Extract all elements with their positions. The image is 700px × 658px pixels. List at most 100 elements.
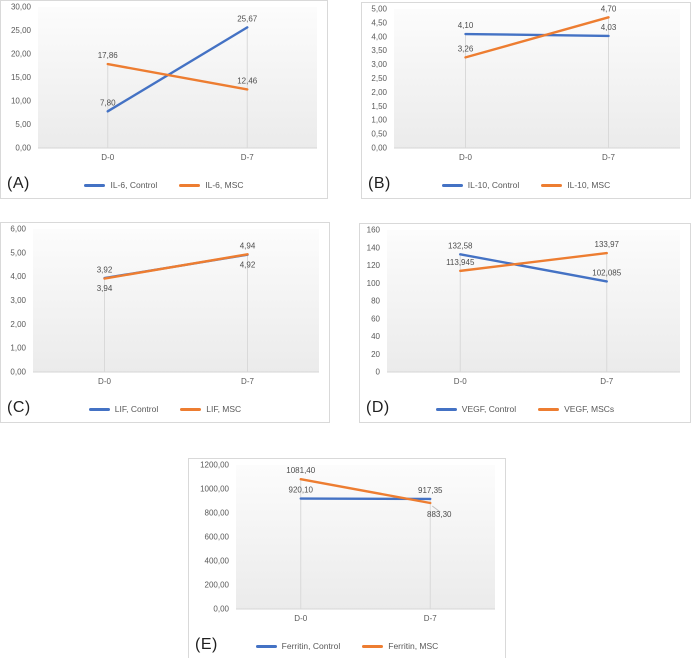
chart-panel-e: 920,10 917,35 1081,40 883,30 1200,00 1000,00 8… <box>188 458 506 658</box>
data-label: 920,10 <box>289 486 314 495</box>
label-leader-line <box>431 505 441 513</box>
panel-letter-c: (C) <box>7 399 31 416</box>
y-axis-tick-label: 20,00 <box>11 50 32 59</box>
y-axis-tick-label: 6,00 <box>10 225 26 234</box>
legend-line-sample <box>179 183 201 187</box>
x-axis-category-label: D-0 <box>459 153 472 162</box>
y-axis-tick-label: 5,00 <box>10 248 26 257</box>
legend-line-sample <box>541 183 563 187</box>
legend-label: LIF, Control <box>114 404 159 414</box>
legend-line-sample <box>441 183 463 187</box>
y-axis-tick-label: 80 <box>371 297 380 306</box>
legend-item-il-6-control: IL-6, Control <box>84 180 157 190</box>
y-axis-tick-label: 60 <box>371 314 380 323</box>
data-label: 4,70 <box>601 4 617 13</box>
y-axis-tick-label: 0,00 <box>371 144 387 153</box>
y-axis-tick-label: 4,50 <box>371 18 387 27</box>
y-axis-tick-label: 1000,00 <box>200 485 229 494</box>
series-line-il-10-control <box>464 32 610 38</box>
panel-letter-e: (E) <box>195 636 218 653</box>
chart-legend-d: VEGF, Control VEGF, MSCs <box>360 404 690 414</box>
legend-item-vegf-control: VEGF, Control <box>435 404 517 414</box>
x-axis-category-label: D-0 <box>294 614 307 623</box>
chart-legend-e: Ferritin, Control Ferritin, MSC <box>189 641 505 651</box>
y-axis-tick-label: 200,00 <box>205 581 230 590</box>
data-label: 25,67 <box>237 14 258 23</box>
y-axis-tick-label: 25,00 <box>11 26 32 35</box>
plot-area <box>387 230 680 372</box>
y-axis-tick-label: 40 <box>371 332 380 341</box>
legend-item-il-10-msc: IL-10, MSC <box>541 180 610 190</box>
legend-item-il-10-control: IL-10, Control <box>441 180 520 190</box>
panel-footer-e: (E) Ferritin, Control Ferritin, MSC <box>189 627 505 658</box>
y-axis-tick-label: 0 <box>376 368 381 377</box>
legend-label: Ferritin, MSC <box>388 641 439 651</box>
legend-label: IL-10, Control <box>467 180 520 190</box>
legend-label: IL-10, MSC <box>567 180 611 190</box>
y-axis-tick-label: 0,00 <box>15 144 31 153</box>
y-axis-tick-label: 30,00 <box>11 3 32 12</box>
panel-footer-a: (A) IL-6, Control IL-6, MSC <box>1 166 327 198</box>
legend-item-lif-msc: LIF, MSC <box>180 404 241 414</box>
legend-label: VEGF, Control <box>461 404 517 414</box>
y-axis-tick-label: 1,00 <box>371 116 387 125</box>
legend-line-sample <box>180 407 202 411</box>
chart-panel-c: 3,94 4,92 3,92 4,94 6,00 5,00 4,00 3,00 2,00 1,00… <box>0 222 330 423</box>
legend-line-sample <box>538 407 560 411</box>
y-axis-tick-label: 400,00 <box>205 557 230 566</box>
data-label: 12,46 <box>237 76 258 85</box>
line-chart-a: 7,80 25,67 17,86 12,46 30,00 25,00 20,00 15,00 1… <box>11 3 317 162</box>
panel-letter-b: (B) <box>368 175 391 192</box>
y-axis-tick-label: 0,00 <box>213 605 229 614</box>
y-axis-tick-label: 2,00 <box>371 88 387 97</box>
chart-legend-a: IL-6, Control IL-6, MSC <box>1 180 327 190</box>
legend-item-ferritin-msc: Ferritin, MSC <box>362 641 438 651</box>
panel-footer-b: (B) IL-10, Control IL-10, MSC <box>362 166 690 198</box>
y-axis-tick-label: 140 <box>367 243 381 252</box>
data-label: 4,03 <box>601 23 617 32</box>
y-axis-tick-label: 120 <box>367 261 381 270</box>
series-line-il-6-control <box>106 26 249 113</box>
data-label: 4,10 <box>458 21 474 30</box>
y-axis-tick-label: 0,50 <box>371 130 387 139</box>
series-line-vegf-mscs <box>459 251 608 273</box>
chart-panel-d: 132,58 102,085 113,945 133,97 160 140 120 100 80… <box>359 223 691 423</box>
line-chart-e: 920,10 917,35 1081,40 883,30 1200,00 1000,00 8… <box>200 461 495 623</box>
x-axis-category-label: D-7 <box>241 377 254 386</box>
y-axis-tick-label: 600,00 <box>205 533 230 542</box>
legend-label: IL-6, Control <box>110 180 158 190</box>
legend-label: Ferritin, Control <box>281 641 341 651</box>
line-chart-c: 3,94 4,92 3,92 4,94 6,00 5,00 4,00 3,00 2,00 1,00… <box>10 225 319 386</box>
panel-footer-d: (D) VEGF, Control VEGF, MSCs <box>360 390 690 422</box>
legend-line-sample <box>84 183 106 187</box>
panel-letter-a: (A) <box>7 175 30 192</box>
plot-area <box>394 9 680 148</box>
chart-panel-a: 7,80 25,67 17,86 12,46 30,00 25,00 20,00 15,00 1… <box>0 0 328 199</box>
legend-label: IL-6, MSC <box>205 180 244 190</box>
x-axis-category-label: D-7 <box>424 614 437 623</box>
data-label: 917,35 <box>418 486 443 495</box>
legend-line-sample <box>435 407 457 411</box>
y-axis-tick-label: 3,00 <box>10 296 26 305</box>
x-axis-category-label: D-0 <box>454 377 467 386</box>
data-label: 17,86 <box>98 51 119 60</box>
legend-item-ferritin-control: Ferritin, Control <box>255 641 341 651</box>
series-line-il-6-msc <box>106 62 249 91</box>
legend-line-sample <box>362 644 384 648</box>
series-line-il-10-msc <box>464 16 610 59</box>
legend-line-sample <box>255 644 277 648</box>
y-axis-tick-label: 0,00 <box>10 368 26 377</box>
data-label: 102,085 <box>592 268 621 277</box>
panel-footer-c: (C) LIF, Control LIF, MSC <box>1 390 329 422</box>
legend-label: VEGF, MSCs <box>564 404 615 414</box>
legend-label: LIF, MSC <box>206 404 242 414</box>
series-line-vegf-control <box>459 253 608 283</box>
plot-area <box>33 229 319 372</box>
legend-item-lif-control: LIF, Control <box>88 404 159 414</box>
x-axis-category-label: D-7 <box>602 153 615 162</box>
x-axis-category-label: D-0 <box>98 377 111 386</box>
y-axis-tick-label: 160 <box>367 226 381 235</box>
y-axis-tick-label: 10,00 <box>11 97 32 106</box>
data-label: 4,92 <box>240 261 256 270</box>
